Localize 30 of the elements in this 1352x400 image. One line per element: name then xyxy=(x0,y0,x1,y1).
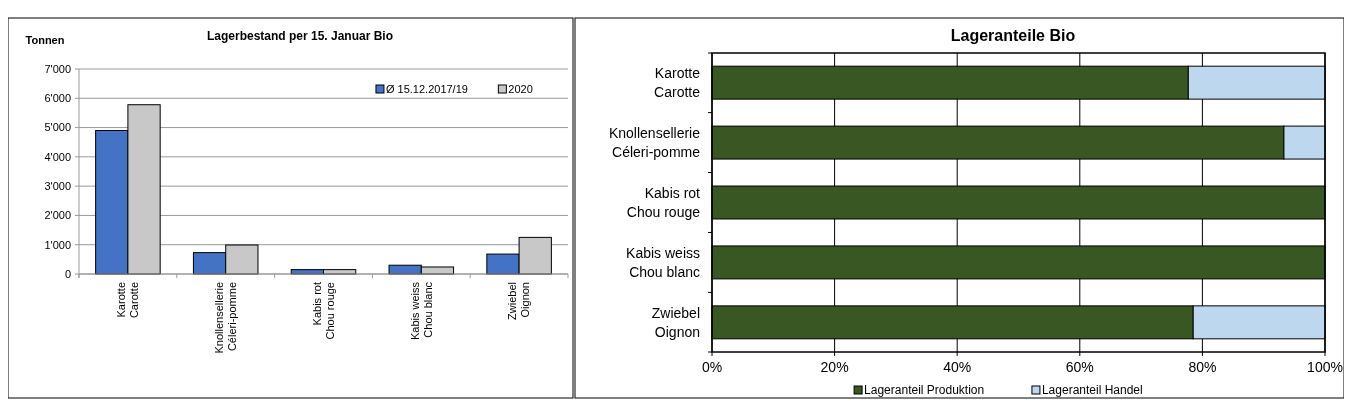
legend-label: Lageranteil Produktion xyxy=(864,383,985,398)
y-tick-label: Kabis rot Chou rouge xyxy=(626,184,701,220)
x-tick-label: Kabis weiss Chou blanc xyxy=(408,281,434,341)
y-tick-label: 1'000 xyxy=(44,238,71,251)
chart-title: Lageranteile Bio xyxy=(950,27,1076,44)
y-tick-label: Karotte Carotte xyxy=(654,65,701,101)
y-tick-label: 6'000 xyxy=(44,92,71,105)
y-tick-label: 4'000 xyxy=(44,150,71,163)
y-tick-label: 2'000 xyxy=(44,209,71,222)
x-tick-label: Knollensellerie Céleri-pomme xyxy=(213,282,239,354)
y-tick-label: 3'000 xyxy=(44,179,71,192)
legend-label: Ø 15.12.2017/19 xyxy=(385,82,468,95)
x-tick-label: 20% xyxy=(820,359,849,375)
y-tick-label: 5'000 xyxy=(44,121,71,134)
x-tick-label: Kabis rot Chou rouge xyxy=(310,282,336,340)
y-tick-label: 0 xyxy=(64,267,71,280)
x-tick-label: 80% xyxy=(1188,359,1217,375)
legend-label: 2020 xyxy=(508,82,533,95)
y-tick-label: 7'000 xyxy=(44,62,71,75)
x-tick-label: 60% xyxy=(1065,359,1094,375)
x-tick-label: 0% xyxy=(701,359,723,375)
x-tick-label: 100% xyxy=(1307,359,1343,375)
x-tick-label: Zwiebel Oignon xyxy=(506,282,532,320)
y-axis-title: Tonnen xyxy=(25,34,65,46)
chart-title: Lagerbestand per 15. Januar Bio xyxy=(206,29,394,43)
x-tick-label: 40% xyxy=(943,359,972,375)
y-tick-label: Kabis weiss Chou blanc xyxy=(626,244,700,280)
x-tick-label: Karotte Carotte xyxy=(115,282,141,319)
y-tick-label: Knollensellerie Céleri-pomme xyxy=(608,124,701,160)
legend-label: Lageranteil Handel xyxy=(1041,383,1143,398)
